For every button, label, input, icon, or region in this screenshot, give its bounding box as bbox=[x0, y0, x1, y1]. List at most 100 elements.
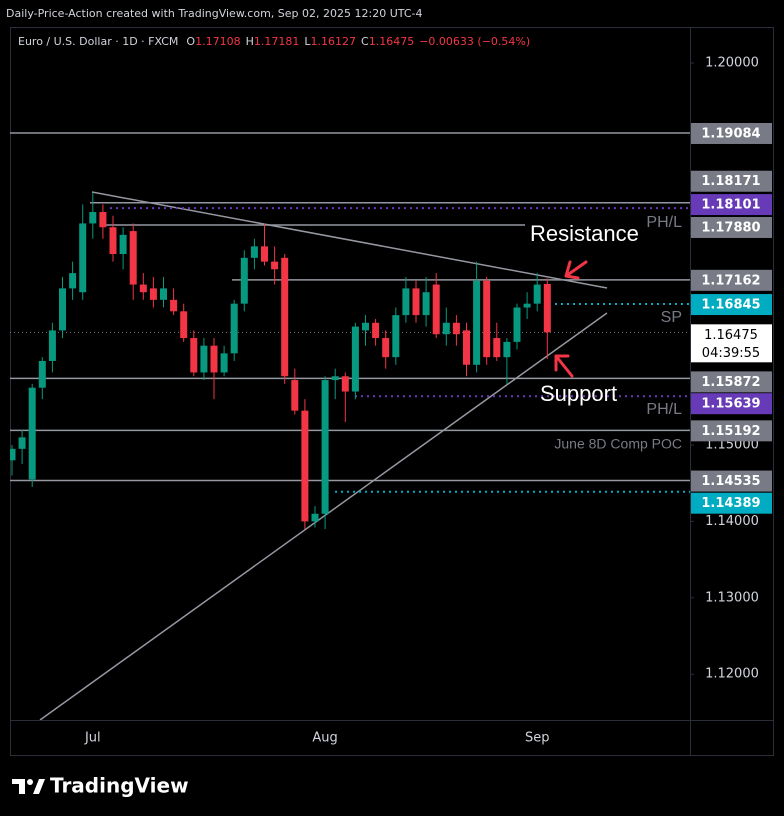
chart-panel bbox=[10, 27, 774, 756]
candle-body bbox=[10, 448, 16, 461]
candle-body bbox=[291, 380, 299, 411]
x-tick-label: Sep bbox=[525, 731, 550, 746]
candle-body bbox=[180, 311, 188, 339]
level-label-box bbox=[691, 269, 772, 291]
ohlc-letter: O bbox=[186, 35, 195, 48]
candle-body bbox=[351, 326, 359, 392]
level-label-box bbox=[691, 122, 772, 144]
candle-body bbox=[392, 315, 400, 358]
candle-body bbox=[281, 257, 289, 377]
countdown: 04:39:55 bbox=[702, 346, 760, 361]
annotation: June 8D Comp POC bbox=[554, 436, 682, 452]
candle-body bbox=[160, 288, 167, 300]
level-label: 1.16845 bbox=[701, 298, 760, 313]
resistance-arrow bbox=[564, 260, 588, 280]
candle-body bbox=[271, 261, 279, 270]
candle-body bbox=[149, 288, 157, 300]
y-tick-label: 1.12000 bbox=[705, 667, 759, 682]
candle-body bbox=[382, 338, 390, 358]
candle-body bbox=[341, 376, 349, 392]
candle-body bbox=[533, 284, 541, 304]
level-label-box bbox=[691, 420, 772, 442]
candle-body bbox=[321, 380, 329, 514]
y-tick-label: 1.14000 bbox=[705, 514, 759, 529]
level-label-box bbox=[691, 294, 772, 316]
candle-body bbox=[230, 303, 238, 354]
candle-body bbox=[493, 338, 501, 358]
logo-mark bbox=[12, 779, 25, 794]
ohlc-letter: C bbox=[361, 35, 369, 48]
candle-body bbox=[48, 330, 56, 361]
ohlc-letter: H bbox=[246, 35, 254, 48]
level-label: 1.19084 bbox=[701, 126, 760, 141]
current-price: 1.16475 bbox=[704, 328, 758, 343]
candle-body bbox=[432, 284, 440, 335]
candle-body bbox=[250, 246, 258, 258]
level-label-box bbox=[691, 470, 772, 492]
candle-body bbox=[523, 303, 531, 308]
logo-dot bbox=[27, 779, 33, 785]
change: −0.00633 (−0.54%) bbox=[419, 35, 530, 48]
candle-body bbox=[422, 292, 430, 316]
level-label-box bbox=[691, 492, 772, 514]
annotation: SP bbox=[661, 309, 682, 326]
x-tick-label: Aug bbox=[312, 731, 337, 746]
candle-body bbox=[200, 345, 208, 373]
candle-body bbox=[483, 280, 491, 358]
level-label: 1.15872 bbox=[701, 375, 760, 390]
candle-body bbox=[301, 410, 309, 522]
plot-area bbox=[10, 132, 690, 720]
candle-body bbox=[362, 322, 369, 331]
candle-body bbox=[79, 223, 87, 293]
candle-body bbox=[69, 273, 77, 289]
level-label-box bbox=[691, 393, 772, 415]
symbol: Euro / U.S. Dollar · 1D · FXCM bbox=[18, 35, 178, 48]
level-label: 1.15639 bbox=[701, 397, 760, 412]
legend: Euro / U.S. Dollar · 1D · FXCM O1.17108 H1… bbox=[18, 35, 530, 48]
y-tick-label: 1.13000 bbox=[705, 590, 759, 605]
candle-body bbox=[261, 246, 268, 262]
candle-body bbox=[99, 211, 107, 228]
ohlc-value: 1.16475 bbox=[369, 35, 415, 48]
annotation: Resistance bbox=[530, 221, 639, 246]
y-tick-label: 1.20000 bbox=[705, 55, 759, 70]
candle-body bbox=[503, 341, 511, 358]
level-label: 1.14535 bbox=[701, 474, 760, 489]
candle-body bbox=[170, 299, 178, 312]
level-label: 1.15192 bbox=[701, 424, 760, 439]
candle-body bbox=[109, 227, 117, 255]
x-tick-label: Jul bbox=[84, 731, 101, 746]
level-label-box bbox=[691, 170, 772, 192]
candle-body bbox=[240, 257, 248, 304]
candle-body bbox=[28, 387, 36, 480]
candle-body bbox=[402, 288, 410, 316]
candle-body bbox=[220, 353, 228, 373]
header: Daily-Price-Action created with TradingV… bbox=[6, 7, 422, 20]
annotation: Support bbox=[540, 381, 617, 406]
ohlc-value: 1.17181 bbox=[254, 35, 300, 48]
candle-body bbox=[543, 283, 551, 333]
candle-body bbox=[190, 338, 198, 373]
candle-body bbox=[311, 513, 319, 522]
candle-body bbox=[372, 322, 380, 339]
logo-slash bbox=[33, 779, 45, 794]
annotation: PH/L bbox=[646, 401, 682, 418]
level-label: 1.14389 bbox=[701, 496, 760, 511]
ohlc-value: 1.17108 bbox=[195, 35, 241, 48]
candle-body bbox=[412, 288, 420, 316]
annotation: PH/L bbox=[646, 214, 682, 231]
candle-body bbox=[331, 376, 339, 381]
level-label: 1.18101 bbox=[701, 198, 760, 213]
candle-body bbox=[119, 234, 127, 255]
ohlc-value: 1.16127 bbox=[311, 35, 357, 48]
current-price-box bbox=[691, 324, 772, 363]
candle-body bbox=[442, 322, 450, 335]
level-label-box bbox=[691, 194, 772, 216]
candle-body bbox=[129, 231, 137, 285]
level-label: 1.18171 bbox=[701, 174, 760, 189]
level-label-box bbox=[691, 371, 772, 393]
candle-body bbox=[452, 322, 460, 335]
support-arrow bbox=[554, 354, 574, 378]
